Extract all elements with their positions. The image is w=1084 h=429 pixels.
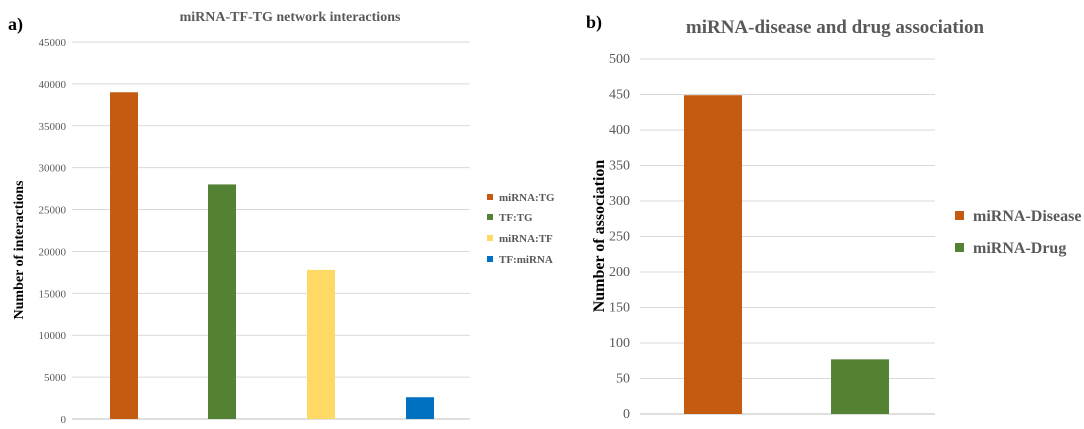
legend-swatch xyxy=(487,256,493,262)
legend-swatch xyxy=(487,214,493,220)
y-tick-label: 15000 xyxy=(39,288,67,300)
bar-tf-mirna xyxy=(406,397,434,419)
y-tick-label: 35000 xyxy=(39,121,67,133)
legend-entry: TF:miRNA xyxy=(499,254,553,266)
legend-entry: miRNA-Disease xyxy=(973,208,1081,225)
y-tick-label: 300 xyxy=(609,194,630,209)
y-tick-label: 40000 xyxy=(39,79,67,91)
y-tick-label: 5000 xyxy=(44,372,67,384)
legend-swatch xyxy=(955,211,964,220)
y-tick-label: 10000 xyxy=(39,330,67,342)
panel-a-title: miRNA-TF-TG network interactions xyxy=(180,10,401,25)
legend-swatch xyxy=(955,243,964,252)
y-tick-label: 20000 xyxy=(39,246,67,258)
panel-a-gridlines xyxy=(72,41,470,420)
legend-entry: TF:TG xyxy=(499,212,533,224)
y-tick-label: 150 xyxy=(609,301,630,316)
y-tick-label: 450 xyxy=(609,88,630,103)
y-tick-label: 100 xyxy=(609,336,630,351)
y-tick-label: 30000 xyxy=(39,163,67,175)
y-tick-label: 0 xyxy=(623,407,630,422)
bar-mirna-tf xyxy=(307,269,335,419)
y-tick-label: 400 xyxy=(609,123,630,138)
panel-a-bars xyxy=(110,92,434,420)
bar-tf-tg xyxy=(208,184,236,419)
bar-mirna-disease xyxy=(684,95,742,415)
bar-mirna-drug xyxy=(831,359,889,414)
panel-b-bars xyxy=(684,95,889,415)
y-tick-label: 500 xyxy=(609,52,630,67)
panel-b-label: b) xyxy=(586,12,602,33)
panel-b-legend: miRNA-Disease miRNA-Drug xyxy=(955,208,1081,257)
y-tick-label: 50 xyxy=(616,372,630,387)
bar-mirna-tg xyxy=(110,92,138,420)
panel-a-legend: miRNA:TG TF:TG miRNA:TF TF:miRNA xyxy=(487,192,555,266)
panel-a-y-ticks: 0 5000 10000 15000 20000 25000 30000 35000 40000… xyxy=(39,37,67,426)
legend-swatch xyxy=(487,194,493,200)
legend-entry: miRNA:TG xyxy=(499,192,555,204)
panel-b-y-ticks: 0 50 100 150 200 250 300 350 400 450 500 xyxy=(609,52,630,422)
legend-swatch xyxy=(487,235,493,241)
y-tick-label: 25000 xyxy=(39,205,67,217)
y-tick-label: 350 xyxy=(609,159,630,174)
y-tick-label: 200 xyxy=(609,265,630,280)
panel-b-y-axis-label: Number of association xyxy=(591,160,608,313)
panel-a-label: a) xyxy=(8,14,23,35)
panel-a-y-axis-label: Number of interactions xyxy=(12,180,27,319)
y-tick-label: 0 xyxy=(61,414,67,424)
legend-entry: miRNA-Drug xyxy=(973,240,1066,257)
y-tick-label: 250 xyxy=(609,230,630,245)
panel-b-title: miRNA-disease and drug association xyxy=(686,17,985,38)
legend-entry: miRNA:TF xyxy=(499,233,553,245)
y-tick-label: 45000 xyxy=(39,37,67,49)
